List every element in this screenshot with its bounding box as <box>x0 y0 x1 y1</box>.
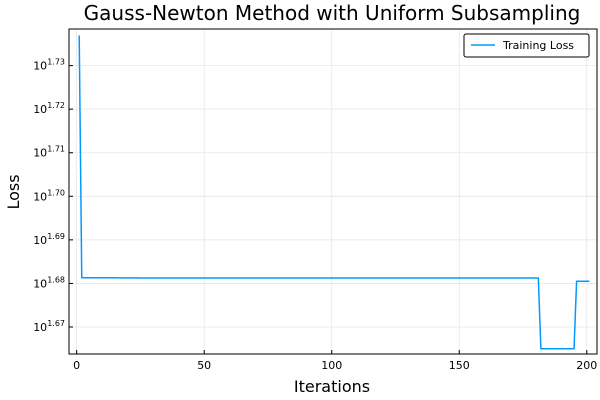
x-tick-label: 0 <box>73 359 80 372</box>
x-tick-label: 150 <box>449 359 470 372</box>
legend: Training Loss <box>463 33 590 58</box>
grid <box>69 29 597 354</box>
chart-title: Gauss-Newton Method with Uniform Subsamp… <box>84 1 581 25</box>
y-tick-label: 101.70 <box>33 188 65 203</box>
y-axis-label: Loss <box>4 174 23 209</box>
x-tick-label: 50 <box>197 359 211 372</box>
y-tick-label: 101.68 <box>33 275 65 290</box>
legend-entry-training-loss: Training Loss <box>502 39 574 52</box>
y-tick-label: 101.69 <box>33 232 65 247</box>
plot-frame <box>68 28 598 355</box>
x-axis-ticks: 0 50 100 150 200 <box>73 350 597 372</box>
x-tick-label: 200 <box>576 359 597 372</box>
x-tick-label: 100 <box>321 359 342 372</box>
series-line-training-loss <box>78 35 590 350</box>
y-axis-ticks: 101.73 101.72 101.71 101.70 101.69 101.68 101.… <box>33 58 73 334</box>
legend-box <box>463 33 590 58</box>
y-tick-label: 101.67 <box>33 319 65 334</box>
y-tick-label: 101.73 <box>33 58 65 73</box>
series-layer <box>78 35 590 350</box>
y-tick-label: 101.71 <box>33 145 65 160</box>
x-axis-label: Iterations <box>294 377 370 396</box>
y-tick-label: 101.72 <box>33 101 65 116</box>
